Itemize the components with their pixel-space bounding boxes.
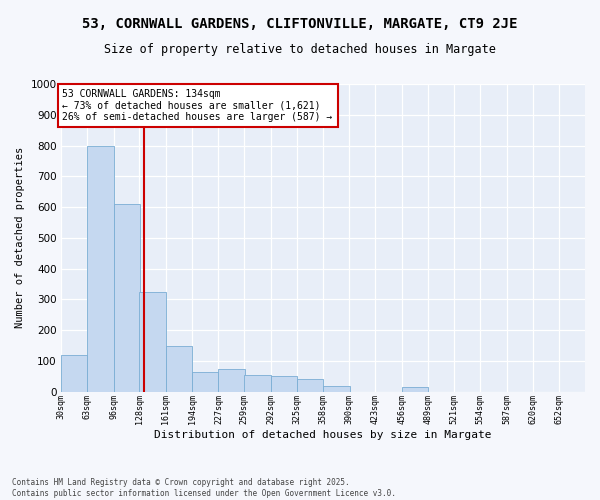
Bar: [166, 346, 192, 392]
Bar: [271, 376, 297, 392]
Text: 53, CORNWALL GARDENS, CLIFTONVILLE, MARGATE, CT9 2JE: 53, CORNWALL GARDENS, CLIFTONVILLE, MARG…: [82, 18, 518, 32]
X-axis label: Distribution of detached houses by size in Margate: Distribution of detached houses by size …: [154, 430, 491, 440]
Bar: [139, 292, 166, 392]
Bar: [244, 374, 271, 392]
Text: Contains HM Land Registry data © Crown copyright and database right 2025.
Contai: Contains HM Land Registry data © Crown c…: [12, 478, 396, 498]
Bar: [87, 146, 113, 392]
Bar: [113, 204, 140, 392]
Bar: [323, 386, 350, 392]
Text: Size of property relative to detached houses in Margate: Size of property relative to detached ho…: [104, 42, 496, 56]
Text: 53 CORNWALL GARDENS: 134sqm
← 73% of detached houses are smaller (1,621)
26% of : 53 CORNWALL GARDENS: 134sqm ← 73% of det…: [62, 88, 332, 122]
Bar: [297, 380, 323, 392]
Bar: [402, 387, 428, 392]
Bar: [218, 368, 245, 392]
Y-axis label: Number of detached properties: Number of detached properties: [15, 147, 25, 328]
Bar: [61, 354, 87, 392]
Bar: [192, 372, 218, 392]
